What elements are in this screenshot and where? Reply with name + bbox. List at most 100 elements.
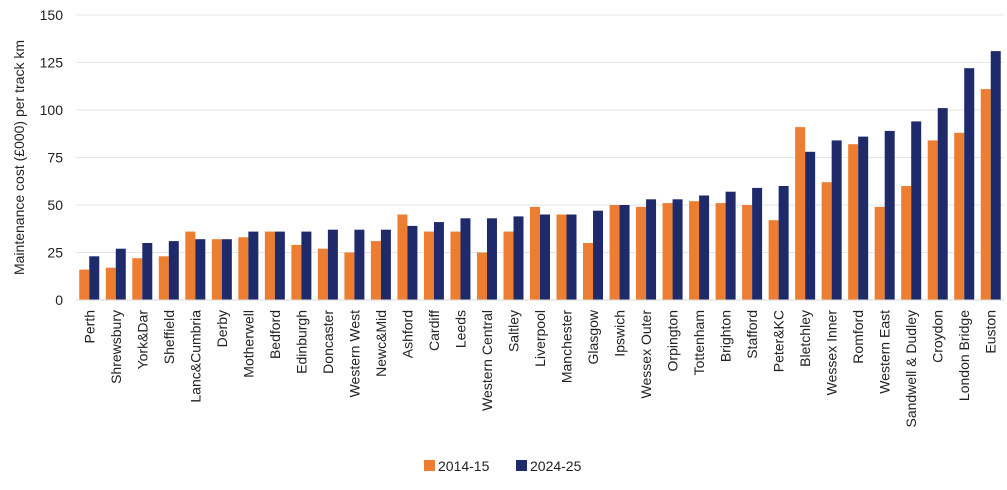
bar-2024-25-glasgow — [593, 210, 604, 300]
x-tick-label: Western West — [346, 310, 362, 398]
bar-2014-15-romford — [848, 144, 859, 300]
x-tick-label: Motherwell — [240, 310, 256, 378]
bar-2024-25-doncaster — [327, 229, 338, 300]
legend-label: 2014-15 — [438, 458, 490, 474]
bar-2014-15-manchester — [556, 214, 567, 300]
x-tick-label: Bletchley — [797, 310, 813, 367]
legend: 2014-15 2024-25 — [424, 458, 582, 474]
x-tick-label: Bedford — [267, 310, 283, 359]
x-tick-label: Western Central — [479, 310, 495, 411]
x-axis-tick-labels: Perth Shrewsbury York&Dar Sheffield Lanc&Cum… — [81, 309, 998, 427]
bar-2024-25-bedford — [274, 231, 285, 300]
bar-2014-15-london-bridge — [954, 132, 965, 300]
bar-2014-15-stafford — [742, 205, 753, 300]
bar-2024-25-york-dar — [142, 243, 153, 300]
bar-2024-25-motherwell — [248, 231, 259, 300]
bar-2024-25-euston — [990, 51, 1001, 300]
x-tick-label: Lanc&Cumbria — [187, 310, 203, 403]
bar-2024-25-orpington — [672, 199, 683, 300]
bar-2014-15-croydon — [927, 140, 938, 300]
y-tick-label: 25 — [47, 245, 63, 261]
x-tick-label: Brighton — [718, 310, 734, 362]
bars — [79, 51, 1001, 301]
bar-2014-15-ipswich — [609, 205, 620, 300]
bar-2024-25-edinburgh — [301, 231, 312, 300]
x-tick-label: Stafford — [744, 310, 760, 359]
x-tick-label: Glasgow — [585, 309, 601, 364]
x-tick-label: Romford — [850, 310, 866, 364]
bar-2014-15-wessex-inner — [821, 182, 832, 300]
x-tick-label: Manchester — [559, 310, 575, 383]
y-tick-label: 50 — [47, 197, 63, 213]
x-tick-label: Saltley — [505, 310, 521, 352]
bar-2024-25-shrewsbury — [115, 248, 126, 300]
legend-swatch-2014-15 — [424, 460, 435, 471]
bar-2024-25-manchester — [566, 214, 577, 300]
bar-2014-15-peter-kc — [768, 220, 779, 300]
x-tick-label: Leeds — [452, 310, 468, 348]
x-tick-label: Perth — [81, 310, 97, 343]
bar-2014-15-wessex-outer — [636, 206, 647, 300]
bar-2024-25-western-central — [486, 218, 497, 300]
x-tick-label: London Bridge — [956, 310, 972, 401]
x-tick-label: York&Dar — [134, 310, 150, 370]
x-tick-label: Edinburgh — [293, 310, 309, 374]
bar-2014-15-newc-mid — [370, 241, 381, 300]
y-tick-label: 150 — [40, 7, 64, 23]
bar-2024-25-romford — [858, 136, 869, 300]
bar-2014-15-motherwell — [238, 237, 249, 300]
bar-2014-15-orpington — [662, 203, 673, 300]
x-tick-label: Shrewsbury — [108, 310, 124, 384]
bar-2024-25-perth — [89, 256, 100, 300]
bar-2024-25-western-west — [354, 229, 365, 300]
bar-2024-25-western-east — [884, 130, 895, 300]
bar-2024-25-sheffield — [168, 241, 179, 300]
bar-2024-25-peter-kc — [778, 186, 789, 300]
bar-2024-25-saltley — [513, 216, 524, 300]
bar-2014-15-york-dar — [132, 258, 143, 300]
y-axis-title: Maintenance cost (£000) per track km — [11, 40, 27, 275]
bar-2024-25-ashford — [407, 225, 418, 300]
x-tick-label: Derby — [214, 310, 230, 347]
bar-2024-25-newc-mid — [380, 229, 391, 300]
x-tick-label: Western East — [877, 310, 893, 394]
x-tick-label: Euston — [983, 310, 999, 354]
bar-2024-25-wessex-outer — [646, 199, 657, 300]
x-tick-label: Sandwell & Dudley — [903, 310, 919, 428]
y-tick-label: 0 — [55, 292, 63, 308]
bar-2014-15-derby — [211, 239, 222, 300]
bar-2024-25-wessex-inner — [831, 140, 842, 300]
bar-2024-25-sandwell-dudley — [911, 121, 922, 301]
bar-2024-25-croydon — [937, 108, 948, 300]
y-tick-label: 75 — [47, 150, 63, 166]
x-tick-label: Cardiff — [426, 310, 442, 351]
bar-2014-15-saltley — [503, 231, 514, 300]
bar-2014-15-doncaster — [317, 248, 328, 300]
bar-2014-15-ashford — [397, 214, 408, 300]
bar-2014-15-leeds — [450, 231, 461, 300]
bar-2014-15-euston — [980, 89, 991, 300]
y-tick-label: 100 — [40, 102, 64, 118]
bar-2024-25-brighton — [725, 191, 736, 300]
x-tick-label: Peter&KC — [771, 310, 787, 372]
bar-2014-15-tottenham — [689, 201, 700, 300]
x-tick-label: Wessex Outer — [638, 310, 654, 399]
bar-2024-25-london-bridge — [964, 68, 975, 300]
bar-2014-15-liverpool — [530, 206, 540, 300]
bar-2014-15-cardiff — [423, 231, 434, 300]
bar-2014-15-edinburgh — [291, 244, 302, 300]
bar-2014-15-brighton — [715, 203, 726, 300]
bar-2014-15-shrewsbury — [105, 267, 116, 300]
x-tick-label: Tottenham — [691, 310, 707, 375]
bar-2024-25-cardiff — [433, 222, 444, 300]
bar-2014-15-western-west — [344, 252, 355, 300]
legend-label: 2024-25 — [530, 458, 582, 474]
bar-2014-15-lanc-cumbria — [185, 231, 196, 300]
x-tick-label: Newc&Mid — [373, 310, 389, 377]
y-tick-label: 125 — [40, 55, 64, 71]
bar-2024-25-liverpool — [540, 214, 550, 300]
y-axis-tick-labels: 0 25 50 75 100 125 150 — [40, 7, 64, 308]
bar-2024-25-ipswich — [619, 205, 630, 300]
x-tick-label: Doncaster — [320, 310, 336, 374]
